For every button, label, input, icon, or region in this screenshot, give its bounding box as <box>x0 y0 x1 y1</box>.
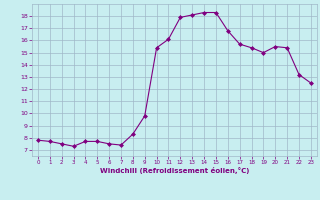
X-axis label: Windchill (Refroidissement éolien,°C): Windchill (Refroidissement éolien,°C) <box>100 167 249 174</box>
